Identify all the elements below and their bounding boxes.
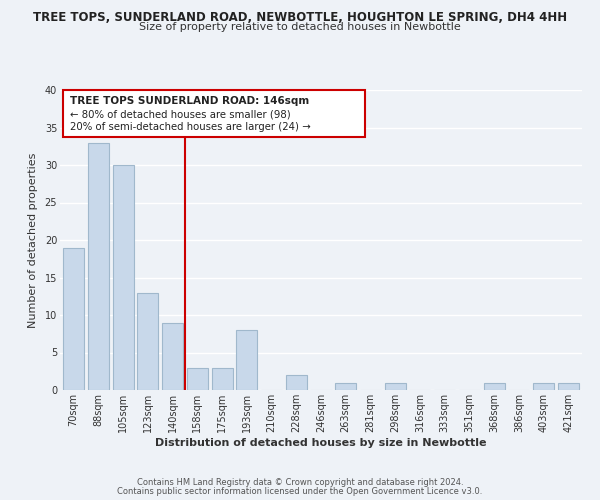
FancyBboxPatch shape	[62, 90, 365, 136]
Bar	[137, 292, 158, 390]
Text: Size of property relative to detached houses in Newbottle: Size of property relative to detached ho…	[139, 22, 461, 32]
Text: 20% of semi-detached houses are larger (24) →: 20% of semi-detached houses are larger (…	[70, 122, 311, 132]
Text: TREE TOPS SUNDERLAND ROAD: 146sqm: TREE TOPS SUNDERLAND ROAD: 146sqm	[70, 96, 310, 106]
Bar	[113, 165, 134, 390]
Bar	[286, 375, 307, 390]
Bar	[236, 330, 257, 390]
Bar	[162, 322, 183, 390]
Text: TREE TOPS, SUNDERLAND ROAD, NEWBOTTLE, HOUGHTON LE SPRING, DH4 4HH: TREE TOPS, SUNDERLAND ROAD, NEWBOTTLE, H…	[33, 11, 567, 24]
Y-axis label: Number of detached properties: Number of detached properties	[28, 152, 38, 328]
X-axis label: Distribution of detached houses by size in Newbottle: Distribution of detached houses by size …	[155, 438, 487, 448]
Text: Contains HM Land Registry data © Crown copyright and database right 2024.: Contains HM Land Registry data © Crown c…	[137, 478, 463, 487]
Bar	[335, 382, 356, 390]
Bar	[187, 368, 208, 390]
Bar	[88, 142, 109, 390]
Bar	[63, 248, 84, 390]
Bar	[385, 382, 406, 390]
Text: ← 80% of detached houses are smaller (98): ← 80% of detached houses are smaller (98…	[70, 110, 291, 120]
Bar	[212, 368, 233, 390]
Bar	[533, 382, 554, 390]
Bar	[558, 382, 579, 390]
Text: Contains public sector information licensed under the Open Government Licence v3: Contains public sector information licen…	[118, 487, 482, 496]
Bar	[484, 382, 505, 390]
